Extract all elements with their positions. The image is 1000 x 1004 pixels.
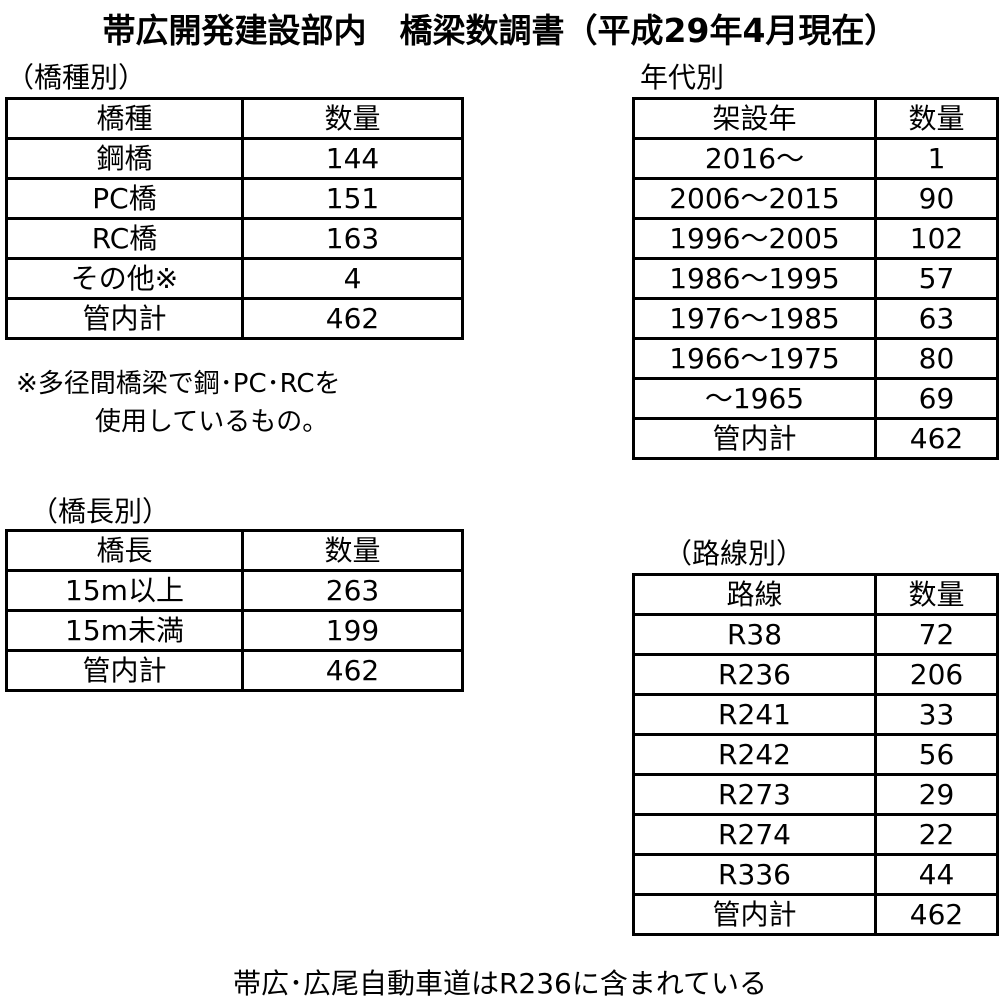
- table-row: 1996～2005 102: [632, 217, 999, 260]
- footer-note: 帯広･広尾自動車道はR236に含まれている: [232, 967, 768, 1000]
- table-row: R336 44: [632, 853, 999, 896]
- category-cell: 管内計: [5, 649, 244, 692]
- table-row: 1986～1995 57: [632, 257, 999, 300]
- header-cell: 数量: [241, 529, 464, 572]
- by-type-label: （橋種別）: [6, 61, 147, 94]
- category-cell: R336: [632, 853, 877, 896]
- category-cell: R38: [632, 613, 877, 656]
- header-row: 橋種 数量: [5, 97, 464, 140]
- count-cell: 462: [241, 297, 464, 340]
- table-row: 15m未満 199: [5, 609, 464, 652]
- by-length-label: （橋長別）: [30, 495, 171, 528]
- count-cell: 80: [874, 337, 999, 380]
- header-cell: 数量: [241, 97, 464, 140]
- category-cell: 15m未満: [5, 609, 244, 652]
- header-cell: 架設年: [632, 97, 877, 140]
- count-cell: 4: [241, 257, 464, 300]
- count-cell: 57: [874, 257, 999, 300]
- category-cell: R241: [632, 693, 877, 736]
- category-cell: R236: [632, 653, 877, 696]
- count-cell: 72: [874, 613, 999, 656]
- page-title: 帯広開発建設部内 橋梁数調書（平成29年4月現在）: [102, 11, 898, 50]
- count-cell: 29: [874, 773, 999, 816]
- table-row: 15m以上 263: [5, 569, 464, 612]
- table-row: 2006～2015 90: [632, 177, 999, 220]
- header-row: 路線 数量: [632, 573, 999, 616]
- count-cell: 199: [241, 609, 464, 652]
- category-cell: 2006～2015: [632, 177, 877, 220]
- table-row: R241 33: [632, 693, 999, 736]
- header-row: 橋長 数量: [5, 529, 464, 572]
- category-cell: 1966～1975: [632, 337, 877, 380]
- by-length-table: 橋長 数量 15m以上 263 15m未満 199 管内計 462: [5, 529, 464, 692]
- table-row: 管内計 462: [5, 297, 464, 340]
- by-type-note-2: 使用しているもの。: [95, 407, 329, 437]
- by-type-note-1: ※多径間橋梁で鋼･PC･RCを: [16, 369, 341, 399]
- count-cell: 69: [874, 377, 999, 420]
- count-cell: 163: [241, 217, 464, 260]
- header-cell: 数量: [874, 573, 999, 616]
- table-row: 2016～ 1: [632, 137, 999, 180]
- count-cell: 462: [874, 417, 999, 460]
- table-row: 管内計 462: [632, 417, 999, 460]
- category-cell: 2016～: [632, 137, 877, 180]
- table-row: 1966～1975 80: [632, 337, 999, 380]
- category-cell: 管内計: [632, 893, 877, 936]
- table-row: R273 29: [632, 773, 999, 816]
- category-cell: 管内計: [632, 417, 877, 460]
- category-cell: ～1965: [632, 377, 877, 420]
- category-cell: R274: [632, 813, 877, 856]
- category-cell: 1996～2005: [632, 217, 877, 260]
- count-cell: 56: [874, 733, 999, 776]
- by-era-label: 年代別: [640, 61, 725, 94]
- count-cell: 151: [241, 177, 464, 220]
- count-cell: 102: [874, 217, 999, 260]
- by-era-table: 架設年 数量 2016～ 1 2006～2015 90 1996～2005 102 1986～1…: [632, 97, 999, 460]
- table-row: RC橋 163: [5, 217, 464, 260]
- count-cell: 1: [874, 137, 999, 180]
- table-row: 管内計 462: [5, 649, 464, 692]
- table-row: 鋼橋 144: [5, 137, 464, 180]
- category-cell: 1976～1985: [632, 297, 877, 340]
- table-row: R242 56: [632, 733, 999, 776]
- category-cell: その他※: [5, 257, 244, 300]
- category-cell: 鋼橋: [5, 137, 244, 180]
- category-cell: R242: [632, 733, 877, 776]
- count-cell: 206: [874, 653, 999, 696]
- table-row: PC橋 151: [5, 177, 464, 220]
- category-cell: 15m以上: [5, 569, 244, 612]
- category-cell: 管内計: [5, 297, 244, 340]
- count-cell: 462: [874, 893, 999, 936]
- table-row: 1976～1985 63: [632, 297, 999, 340]
- count-cell: 263: [241, 569, 464, 612]
- table-row: 管内計 462: [632, 893, 999, 936]
- header-cell: 数量: [874, 97, 999, 140]
- category-cell: R273: [632, 773, 877, 816]
- table-row: R38 72: [632, 613, 999, 656]
- table-row: ～1965 69: [632, 377, 999, 420]
- header-cell: 橋長: [5, 529, 244, 572]
- table-row: その他※ 4: [5, 257, 464, 300]
- by-route-table: 路線 数量 R38 72 R236 206 R241 33 R242 56 R273 29 R274 22…: [632, 573, 999, 936]
- by-route-label: （路線別）: [664, 537, 805, 570]
- count-cell: 144: [241, 137, 464, 180]
- header-row: 架設年 数量: [632, 97, 999, 140]
- count-cell: 462: [241, 649, 464, 692]
- header-cell: 路線: [632, 573, 877, 616]
- by-type-table: 橋種 数量 鋼橋 144 PC橋 151 RC橋 163 その他※ 4 管内計 462: [5, 97, 464, 340]
- category-cell: 1986～1995: [632, 257, 877, 300]
- category-cell: RC橋: [5, 217, 244, 260]
- table-row: R274 22: [632, 813, 999, 856]
- category-cell: PC橋: [5, 177, 244, 220]
- header-cell: 橋種: [5, 97, 244, 140]
- count-cell: 33: [874, 693, 999, 736]
- count-cell: 22: [874, 813, 999, 856]
- count-cell: 44: [874, 853, 999, 896]
- count-cell: 63: [874, 297, 999, 340]
- table-row: R236 206: [632, 653, 999, 696]
- count-cell: 90: [874, 177, 999, 220]
